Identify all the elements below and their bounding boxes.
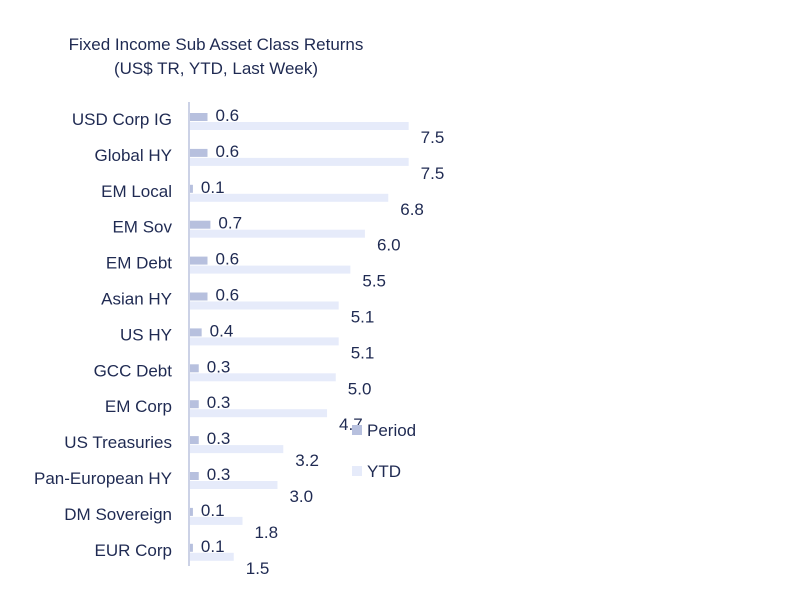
bar-period-em-debt: [190, 256, 208, 265]
bar-ytd-us-treasuries: [190, 445, 284, 454]
value-label-ytd-global-hy: 7.5: [421, 164, 445, 183]
value-label-period-usd-corp-ig: 0.6: [215, 106, 239, 125]
value-label-ytd-dm-sovereign: 1.8: [254, 523, 278, 542]
bar-period-gcc-debt: [190, 364, 199, 373]
bar-ytd-global-hy: [190, 157, 409, 166]
category-label-em-sov: EM Sov: [112, 218, 172, 237]
bar-period-eur-corp: [190, 543, 193, 552]
bar-ytd-gcc-debt: [190, 373, 336, 382]
value-label-period-em-debt: 0.6: [215, 250, 239, 269]
bar-period-dm-sovereign: [190, 507, 193, 516]
chart-subtitle: (US$ TR, YTD, Last Week): [114, 59, 318, 78]
value-label-period-global-hy: 0.6: [215, 142, 239, 161]
category-label-em-debt: EM Debt: [106, 254, 172, 273]
bar-period-asian-hy: [190, 292, 208, 301]
legend: Period YTD: [352, 421, 416, 481]
category-label-gcc-debt: GCC Debt: [94, 361, 173, 380]
value-label-ytd-em-local: 6.8: [400, 200, 424, 219]
value-label-ytd-usd-corp-ig: 7.5: [421, 128, 445, 147]
bar-ytd-usd-corp-ig: [190, 122, 409, 130]
category-label-us-hy: US HY: [120, 325, 172, 344]
category-label-global-hy: Global HY: [95, 146, 172, 165]
bar-ytd-em-corp: [190, 409, 328, 418]
bar-ytd-dm-sovereign: [190, 516, 243, 525]
bar-ytd-em-local: [190, 193, 389, 202]
bar-period-pan-european-hy: [190, 472, 199, 480]
bar-ytd-em-debt: [190, 265, 351, 274]
value-label-period-us-treasuries: 0.3: [207, 429, 231, 448]
bar-period-em-sov: [190, 220, 211, 229]
bar-period-em-local: [190, 184, 193, 193]
bar-period-usd-corp-ig: [190, 113, 208, 121]
legend-swatch-period: [352, 425, 362, 435]
value-label-period-dm-sovereign: 0.1: [201, 501, 225, 520]
bar-ytd-us-hy: [190, 337, 339, 346]
category-label-us-treasuries: US Treasuries: [64, 433, 172, 452]
value-label-period-asian-hy: 0.6: [215, 286, 239, 305]
category-label-em-local: EM Local: [101, 182, 172, 201]
bar-ytd-asian-hy: [190, 301, 339, 310]
value-label-period-us-hy: 0.4: [210, 321, 234, 340]
bar-period-em-corp: [190, 400, 199, 409]
value-label-period-em-local: 0.1: [201, 178, 225, 197]
category-label-usd-corp-ig: USD Corp IG: [72, 110, 172, 129]
bar-period-us-treasuries: [190, 436, 199, 445]
value-label-period-em-sov: 0.7: [218, 214, 242, 233]
value-label-ytd-pan-european-hy: 3.0: [289, 487, 313, 506]
category-label-dm-sovereign: DM Sovereign: [64, 505, 172, 524]
bar-ytd-em-sov: [190, 229, 365, 238]
category-label-pan-european-hy: Pan-European HY: [34, 469, 172, 488]
value-label-period-em-corp: 0.3: [207, 393, 231, 412]
bar-period-global-hy: [190, 148, 208, 157]
value-label-ytd-em-sov: 6.0: [377, 236, 401, 255]
value-label-ytd-em-debt: 5.5: [362, 272, 386, 291]
bar-ytd-eur-corp: [190, 552, 234, 561]
category-label-em-corp: EM Corp: [105, 397, 172, 416]
value-label-period-pan-european-hy: 0.3: [207, 465, 231, 484]
value-label-ytd-gcc-debt: 5.0: [348, 379, 372, 398]
bar-period-us-hy: [190, 328, 202, 337]
value-label-period-eur-corp: 0.1: [201, 537, 225, 556]
chart-title: Fixed Income Sub Asset Class Returns: [69, 35, 364, 54]
value-label-ytd-us-treasuries: 3.2: [295, 451, 319, 470]
value-label-period-gcc-debt: 0.3: [207, 357, 231, 376]
category-label-eur-corp: EUR Corp: [95, 541, 172, 560]
value-label-ytd-asian-hy: 5.1: [351, 308, 375, 327]
legend-label-period: Period: [367, 421, 416, 440]
bars-group: USD Corp IG 0.6 7.5 Global HY 0.6 7.5 EM Local…: [34, 106, 444, 578]
category-label-asian-hy: Asian HY: [101, 290, 172, 309]
legend-label-ytd: YTD: [367, 462, 401, 481]
value-label-ytd-us-hy: 5.1: [351, 343, 375, 362]
value-label-ytd-eur-corp: 1.5: [246, 559, 270, 578]
legend-swatch-ytd: [352, 466, 362, 476]
bar-ytd-pan-european-hy: [190, 481, 278, 489]
